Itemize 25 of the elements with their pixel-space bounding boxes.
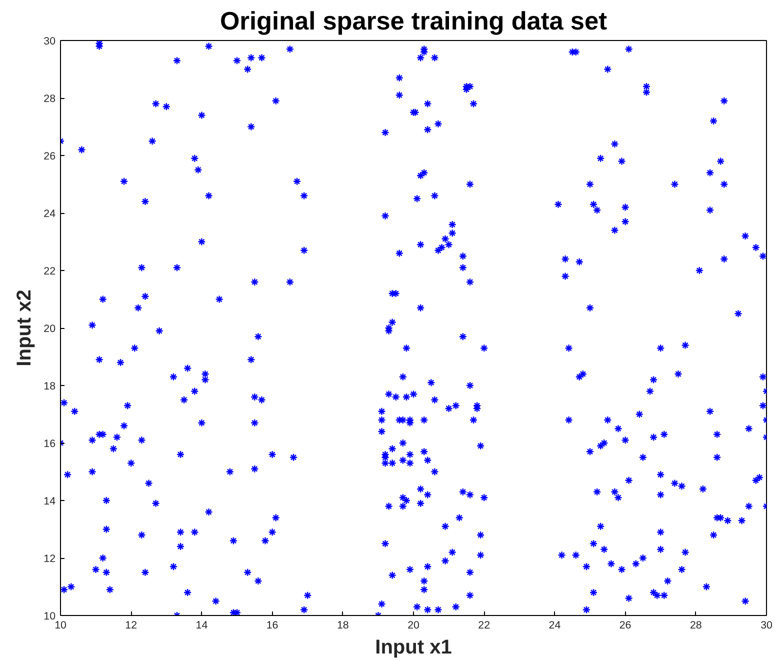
x-tick-label: 14 (196, 620, 208, 632)
x-tick-label: 30 (760, 620, 772, 632)
y-tick-label: 12 (44, 553, 56, 565)
x-tick-label: 18 (336, 620, 349, 632)
x-tick-label: 10 (54, 620, 66, 632)
y-tick-label: 20 (44, 323, 56, 335)
x-tick-label: 12 (125, 620, 138, 632)
x-tick-label: 28 (690, 620, 702, 632)
x-axis-title: Input x1 (375, 636, 452, 658)
chart-title: Original sparse training data set (220, 8, 608, 36)
x-tick-label: 20 (408, 620, 420, 632)
x-tick-label: 22 (478, 620, 490, 632)
y-axis-title: Input x2 (14, 290, 36, 366)
x-tick-label: 26 (619, 620, 632, 632)
x-tick-label: 24 (548, 620, 561, 632)
y-tick-label: 10 (44, 610, 56, 622)
y-tick-label: 14 (44, 496, 56, 508)
y-tick-label: 30 (44, 36, 56, 48)
y-tick-label: 18 (44, 380, 56, 392)
y-tick-label: 16 (44, 438, 56, 450)
y-tick-label: 28 (44, 93, 56, 105)
x-tick-label: 16 (266, 620, 278, 632)
y-tick-label: 26 (44, 150, 56, 162)
y-tick-label: 24 (44, 208, 56, 220)
y-tick-label: 22 (44, 266, 56, 278)
